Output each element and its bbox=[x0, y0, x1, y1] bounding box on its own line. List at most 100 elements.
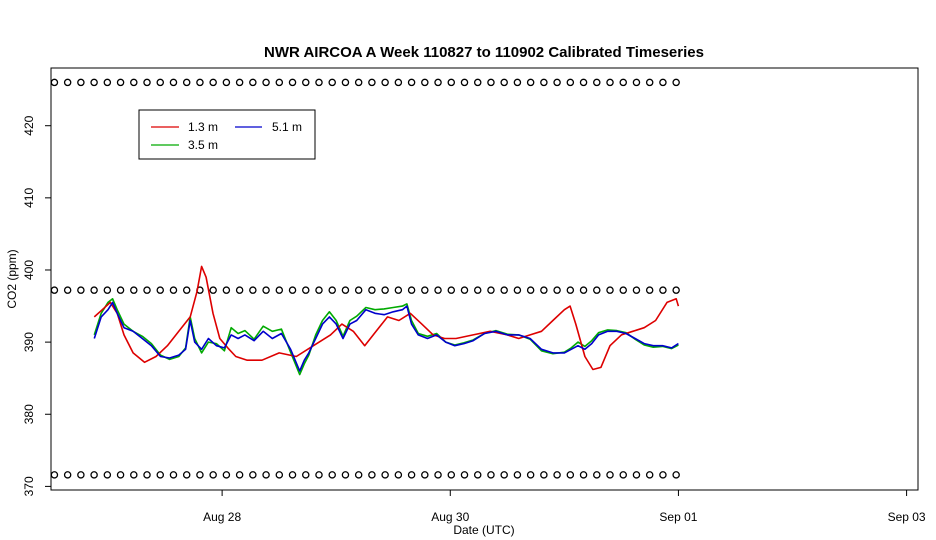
reference-marker bbox=[447, 286, 456, 294]
reference-marker bbox=[473, 471, 482, 479]
x-tick-label: Sep 03 bbox=[888, 510, 926, 524]
legend-box bbox=[138, 109, 316, 160]
reference-marker bbox=[394, 471, 403, 479]
reference-marker bbox=[421, 286, 429, 294]
reference-marker bbox=[513, 471, 522, 479]
y-axis: 370 380 390 400 410 420 bbox=[22, 115, 51, 496]
reference-marker bbox=[407, 78, 416, 87]
reference-marker bbox=[619, 471, 627, 479]
reference-marker bbox=[235, 471, 244, 479]
reference-marker bbox=[645, 286, 654, 294]
y-tick-label: 370 bbox=[22, 476, 36, 496]
reference-marker bbox=[235, 286, 244, 294]
reference-marker bbox=[381, 471, 389, 479]
reference-marker bbox=[354, 286, 363, 294]
reference-marker bbox=[315, 286, 323, 294]
reference-marker bbox=[209, 471, 217, 479]
reference-marker bbox=[447, 471, 456, 479]
reference-marker bbox=[130, 471, 138, 479]
reference-marker bbox=[143, 286, 151, 294]
series-line-1-3-m bbox=[93, 265, 680, 371]
reference-marker bbox=[354, 471, 363, 479]
reference-marker bbox=[328, 78, 336, 87]
reference-marker bbox=[354, 78, 363, 87]
reference-marker bbox=[50, 286, 59, 294]
reference-marker bbox=[619, 286, 627, 294]
reference-marker bbox=[460, 471, 469, 479]
reference-marker bbox=[645, 471, 654, 479]
reference-marker bbox=[645, 78, 654, 87]
reference-marker bbox=[63, 286, 72, 294]
reference-marker bbox=[288, 78, 297, 87]
reference-marker bbox=[513, 286, 522, 294]
reference-markers bbox=[50, 78, 680, 479]
reference-marker bbox=[659, 286, 667, 294]
reference-marker bbox=[473, 286, 482, 294]
y-tick-label: 380 bbox=[22, 404, 36, 424]
reference-marker bbox=[275, 471, 284, 479]
reference-marker bbox=[275, 286, 284, 294]
y-tick-label: 390 bbox=[22, 332, 36, 352]
reference-marker bbox=[103, 286, 112, 294]
x-tick-label: Sep 01 bbox=[659, 510, 697, 524]
reference-marker bbox=[77, 286, 85, 294]
reference-marker bbox=[619, 78, 627, 87]
reference-marker bbox=[672, 471, 680, 479]
reference-marker bbox=[222, 286, 231, 294]
reference-marker bbox=[487, 78, 495, 87]
reference-marker bbox=[659, 78, 667, 87]
reference-marker bbox=[579, 78, 588, 87]
reference-marker bbox=[540, 286, 548, 294]
reference-marker bbox=[182, 286, 191, 294]
reference-marker bbox=[182, 78, 191, 87]
reference-marker bbox=[566, 471, 575, 479]
reference-marker bbox=[593, 78, 601, 87]
reference-marker bbox=[659, 471, 667, 479]
reference-marker bbox=[169, 471, 178, 479]
reference-marker bbox=[196, 471, 204, 479]
reference-marker bbox=[262, 286, 270, 294]
reference-marker bbox=[222, 471, 231, 479]
reference-marker bbox=[50, 471, 59, 479]
plot-area-frame bbox=[50, 67, 919, 491]
x-tick-label: Aug 30 bbox=[431, 510, 469, 524]
reference-marker bbox=[632, 471, 641, 479]
reference-marker bbox=[90, 78, 98, 87]
reference-marker bbox=[579, 471, 588, 479]
reference-marker bbox=[341, 286, 350, 294]
reference-marker bbox=[156, 286, 164, 294]
reference-marker bbox=[262, 471, 270, 479]
reference-marker bbox=[593, 286, 601, 294]
reference-marker bbox=[275, 78, 284, 87]
y-tick-label: 410 bbox=[22, 188, 36, 208]
reference-marker bbox=[130, 78, 138, 87]
reference-marker bbox=[302, 78, 310, 87]
reference-marker bbox=[328, 471, 336, 479]
legend-label: 1.3 m bbox=[188, 120, 218, 134]
reference-marker bbox=[566, 78, 575, 87]
x-axis-label: Date (UTC) bbox=[453, 523, 514, 537]
reference-marker bbox=[196, 78, 204, 87]
reference-marker bbox=[169, 286, 178, 294]
reference-marker bbox=[209, 286, 217, 294]
reference-marker bbox=[526, 78, 535, 87]
y-tick-label: 400 bbox=[22, 260, 36, 280]
reference-marker bbox=[460, 286, 469, 294]
reference-marker bbox=[566, 286, 575, 294]
reference-marker bbox=[302, 286, 310, 294]
reference-marker bbox=[421, 471, 429, 479]
reference-marker bbox=[249, 78, 257, 87]
reference-marker bbox=[90, 471, 98, 479]
y-tick-label: 420 bbox=[22, 115, 36, 135]
reference-marker bbox=[103, 78, 112, 87]
reference-marker bbox=[249, 471, 257, 479]
reference-marker bbox=[500, 471, 508, 479]
reference-marker bbox=[434, 471, 442, 479]
reference-marker bbox=[77, 78, 85, 87]
reference-marker bbox=[103, 471, 112, 479]
reference-marker bbox=[407, 286, 416, 294]
legend-label: 5.1 m bbox=[272, 120, 302, 134]
reference-marker bbox=[460, 78, 469, 87]
y-axis-label: CO2 (ppm) bbox=[5, 249, 19, 308]
